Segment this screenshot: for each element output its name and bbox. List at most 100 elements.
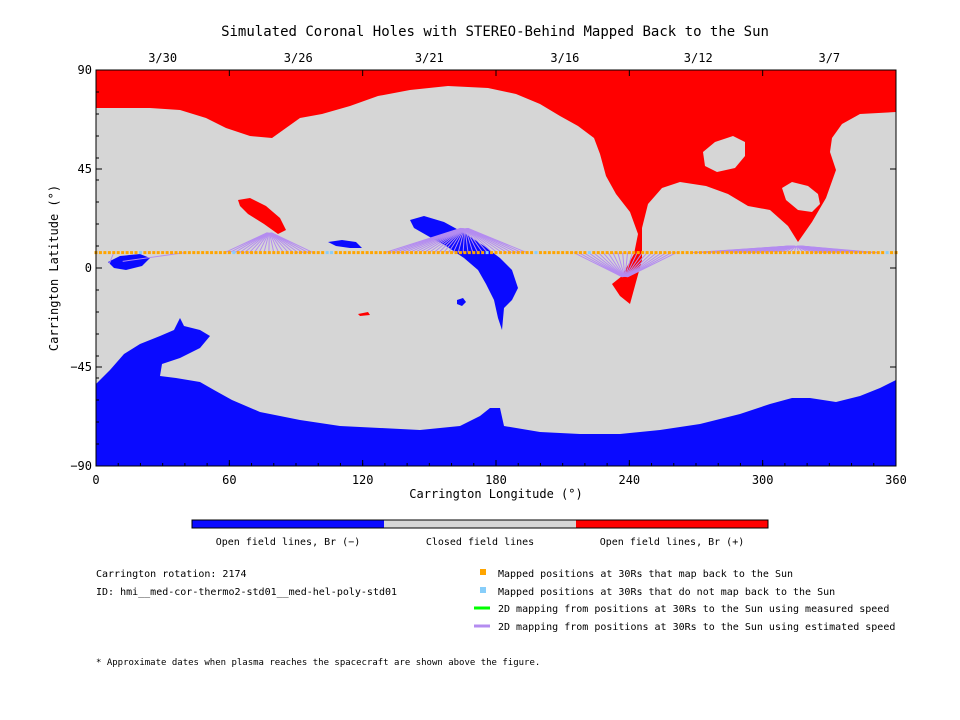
- x-tick-label: 300: [752, 473, 774, 487]
- mapped-point: [765, 251, 769, 255]
- mapped-point: [303, 251, 307, 255]
- mapped-point: [770, 251, 774, 255]
- mapped-point: [627, 251, 631, 255]
- mapped-point: [756, 251, 760, 255]
- mapped-point: [685, 251, 689, 255]
- mapped-point: [841, 251, 845, 255]
- y-tick-label: 90: [78, 63, 92, 77]
- mapped-point: [743, 251, 747, 255]
- date-tick-label: 3/16: [550, 51, 579, 65]
- mapped-point: [201, 251, 205, 255]
- mapped-point: [854, 251, 858, 255]
- mapped-point: [556, 251, 560, 255]
- mapped-point: [792, 251, 796, 255]
- x-tick-label: 180: [485, 473, 507, 487]
- mapped-point: [218, 251, 222, 255]
- mapping-line: [466, 227, 503, 254]
- mapped-point: [761, 251, 765, 255]
- mapped-point: [672, 251, 676, 255]
- mapped-point: [147, 251, 151, 255]
- mapped-point: [525, 251, 529, 255]
- mapped-point: [267, 251, 271, 255]
- positive-hole-tiny: [358, 312, 370, 316]
- mapping-line: [263, 232, 270, 253]
- mapping-line: [234, 232, 268, 254]
- mapped-point: [827, 251, 831, 255]
- mapped-point: [298, 251, 302, 255]
- mapped-point: [378, 251, 382, 255]
- mapped-point: [205, 251, 209, 255]
- mapping-line: [464, 228, 474, 253]
- unmapped-point: [534, 251, 538, 255]
- mapped-point: [374, 251, 378, 255]
- mapped-point: [614, 251, 618, 255]
- mapped-point: [663, 251, 667, 255]
- mapped-point: [130, 251, 134, 255]
- mapped-point: [192, 251, 196, 255]
- estimated-speed-mapping-lines: [108, 227, 878, 278]
- y-tick-label: 45: [78, 162, 92, 176]
- mapped-point: [521, 251, 525, 255]
- mapping-line: [443, 228, 465, 253]
- mapped-point: [476, 251, 480, 255]
- date-tick-label: 3/30: [148, 51, 177, 65]
- date-tick-label: 3/26: [284, 51, 313, 65]
- mapped-point: [543, 251, 547, 255]
- mapped-point: [441, 251, 445, 255]
- mapping-line: [269, 232, 284, 253]
- mapped-point: [396, 251, 400, 255]
- mapping-line: [624, 252, 629, 277]
- mapping-line: [625, 252, 643, 278]
- mapped-point: [165, 251, 169, 255]
- mapping-line: [593, 252, 624, 278]
- colorbar-negative: [192, 520, 384, 528]
- mapped-point: [410, 251, 414, 255]
- unmapped-point: [485, 251, 489, 255]
- mapped-point: [383, 251, 387, 255]
- mapped-point: [778, 251, 782, 255]
- mapped-point: [490, 251, 494, 255]
- x-tick-label: 0: [92, 473, 99, 487]
- mapped-point: [703, 251, 707, 255]
- date-tick-label: 3/7: [818, 51, 840, 65]
- mapped-point: [872, 251, 876, 255]
- y-tick-label: −45: [70, 360, 92, 374]
- mapped-point: [423, 251, 427, 255]
- mapped-point: [712, 251, 716, 255]
- mapping-line: [627, 252, 677, 278]
- mapped-point: [414, 251, 418, 255]
- mapped-point: [867, 251, 871, 255]
- mapped-point: [352, 251, 356, 255]
- mapped-point: [285, 251, 289, 255]
- mapping-line: [239, 232, 269, 254]
- mapped-point: [721, 251, 725, 255]
- mapped-point: [823, 251, 827, 255]
- mapping-line: [413, 227, 463, 254]
- mapped-point: [565, 251, 569, 255]
- mapping-line: [466, 228, 498, 253]
- legend-swatch-unmapped: [480, 587, 486, 593]
- mapped-point: [512, 251, 516, 255]
- mapping-line: [269, 232, 289, 253]
- mapped-point: [783, 251, 787, 255]
- mapped-point: [881, 251, 885, 255]
- mapped-point: [98, 251, 102, 255]
- mapped-point: [538, 251, 542, 255]
- mapped-point: [690, 251, 694, 255]
- mapped-point: [494, 251, 498, 255]
- mapping-line: [108, 252, 115, 264]
- mapped-point: [787, 251, 791, 255]
- mapped-point: [316, 251, 320, 255]
- mapped-point: [641, 251, 645, 255]
- mapped-point: [365, 251, 369, 255]
- mapped-point: [454, 251, 458, 255]
- legend-label-measured: 2D mapping from positions at 30Rs to the…: [498, 604, 889, 615]
- colorbar-label-negative: Open field lines, Br (−): [216, 537, 361, 548]
- mapped-point: [121, 251, 125, 255]
- mapping-line: [597, 252, 624, 278]
- mapping-line: [612, 252, 625, 278]
- mapped-point: [601, 251, 605, 255]
- mapped-point: [418, 251, 422, 255]
- mapped-point: [436, 251, 440, 255]
- mapping-line: [270, 232, 299, 254]
